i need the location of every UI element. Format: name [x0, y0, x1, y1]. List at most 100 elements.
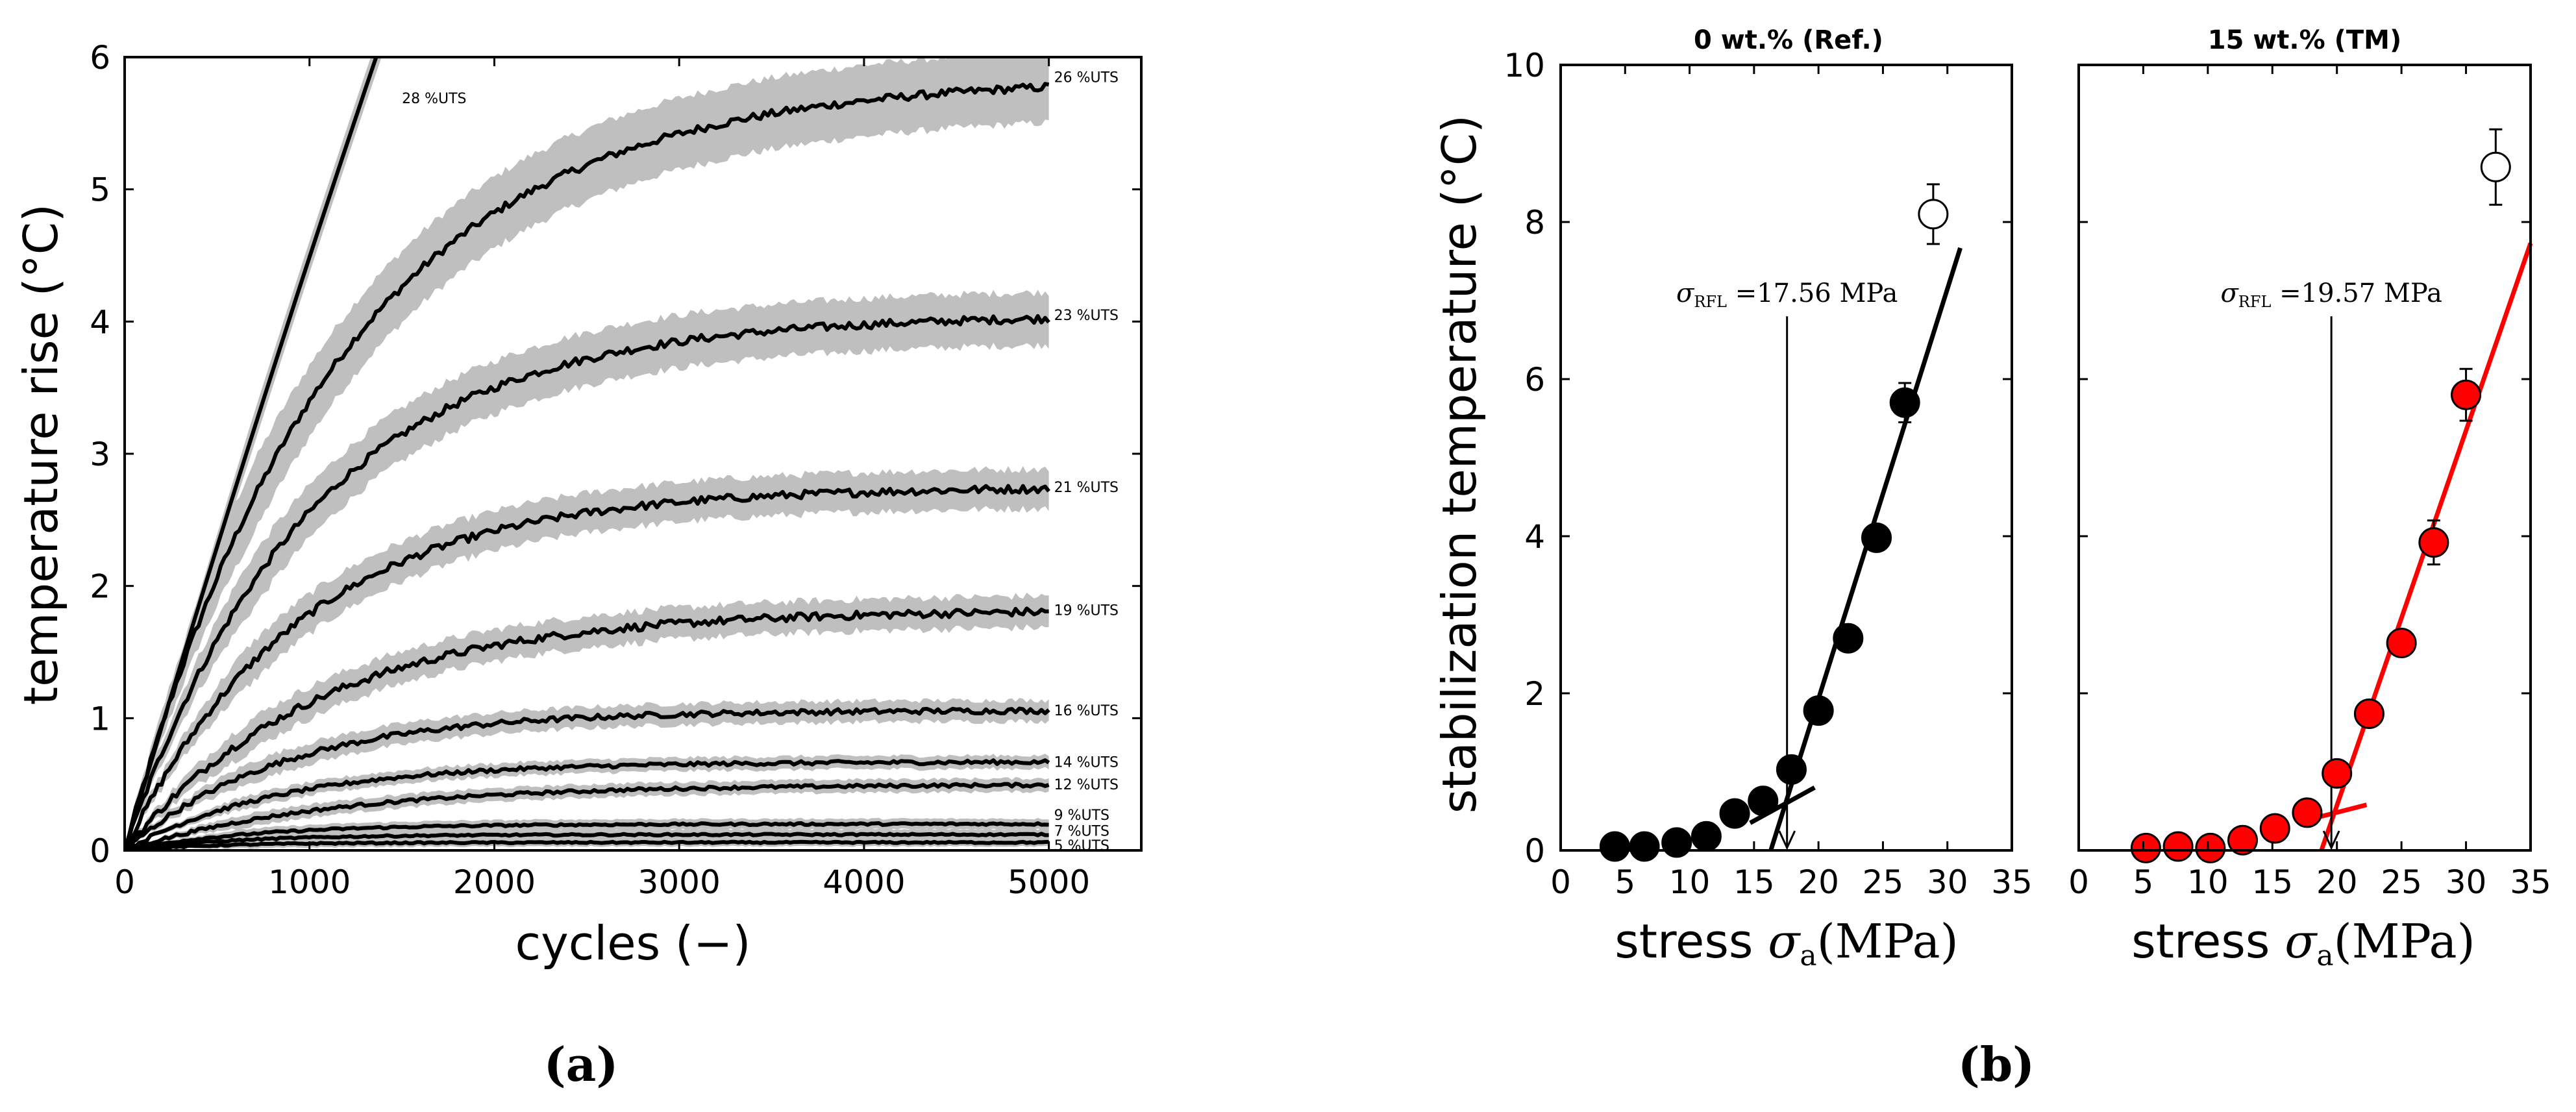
b-left-data-point-5 [1748, 785, 1779, 817]
a-y-axis-label: temperature rise (°C) [14, 204, 68, 705]
b-right-data-point-2 [2195, 832, 2226, 863]
series-label-19-uts: 19 %UTS [1054, 602, 1119, 619]
b-right-annotation: σRFL =19.57 MPa [2220, 278, 2442, 850]
b-right-x-tick-label-35: 35 [2510, 863, 2551, 901]
series-label-7-uts: 7 %UTS [1054, 823, 1109, 839]
series-line-26-uts [125, 82, 1050, 850]
b-right-x-tick-label-15: 15 [2251, 863, 2293, 901]
a-x-tick-label-2000: 2000 [453, 863, 536, 901]
series-label-21-uts: 21 %UTS [1054, 480, 1119, 496]
series-label-26-uts: 26 %UTS [1054, 70, 1119, 86]
b-right-data-point-3 [2227, 824, 2259, 856]
b-left-data-point-8 [1833, 623, 1864, 654]
a-x-tick-label-4000: 4000 [823, 863, 905, 901]
panel-b-left-scatter: 0 wt.% (Ref.) σRFL =17.56 MPa 0 5 10 15 20 25… [1432, 25, 2033, 972]
b-right-data-point-6 [2322, 758, 2353, 789]
a-panel-caption: (a) [544, 1037, 619, 1092]
a-axis-ticks: 0 1000 2000 3000 4000 5000 0 1 2 3 4 5 6 [90, 39, 1141, 901]
b-left-data-point-7 [1803, 695, 1834, 726]
a-y-tick-label-5: 5 [90, 171, 110, 209]
b-left-x-tick-label-25: 25 [1863, 863, 1904, 901]
a-y-tick-label-3: 3 [90, 436, 110, 473]
b-left-axis-ticks: 0 5 10 15 20 25 30 35 0 2 4 6 8 10 [1504, 47, 2032, 901]
b-right-rfl-label: σRFL =19.57 MPa [2220, 278, 2442, 311]
band-14-uts [125, 754, 1049, 850]
a-y-tick-label-0: 0 [90, 832, 110, 870]
series-line-9-uts [125, 821, 1049, 850]
series-line-21-uts [125, 484, 1050, 850]
b-left-x-axis-label: stress σa(MPa) [1615, 914, 1958, 972]
series-label-23-uts: 23 %UTS [1054, 308, 1119, 324]
b-left-data-point-1 [1629, 831, 1660, 862]
series-line-19-uts [125, 606, 1049, 850]
b-left-data-points [1599, 183, 1949, 862]
b-right-x-tick-label-25: 25 [2381, 863, 2422, 901]
b-left-y-tick-label-0: 0 [1524, 832, 1545, 870]
b-right-data-points [2130, 128, 2511, 863]
b-left-data-point-2 [1661, 827, 1692, 858]
a-y-tick-label-6: 6 [90, 39, 110, 77]
series-line-23-uts [125, 314, 1050, 850]
panel-a-line-chart: 0 1000 2000 3000 4000 5000 0 1 2 3 4 5 6 28 %UTS 26 %… [14, 39, 1143, 1092]
b-right-data-point-7 [2353, 698, 2384, 729]
b-left-data-point-3 [1690, 821, 1722, 852]
b-left-x-tick-label-5: 5 [1615, 863, 1635, 901]
b-right-x-tick-label-0: 0 [2068, 863, 2089, 901]
series-label-9-uts: 9 %UTS [1054, 808, 1109, 824]
a-series-labels: 28 %UTS 26 %UTS 23 %UTS 21 %UTS 19 %UTS 16 %U… [402, 70, 1119, 854]
series-label-5-uts: 5 %UTS [1054, 838, 1109, 854]
series-line-28-uts [125, 57, 378, 850]
b-left-data-point-4 [1719, 798, 1750, 829]
a-x-tick-label-1000: 1000 [268, 863, 351, 901]
b-right-rfl-arrow-head [2322, 830, 2340, 850]
b-right-x-axis-label: stress σa(MPa) [2131, 914, 2475, 972]
a-y-tick-label-1: 1 [90, 700, 110, 737]
b-left-y-tick-label-2: 2 [1524, 675, 1545, 713]
b-right-title: 15 wt.% (TM) [2208, 25, 2402, 55]
b-left-high-fit-line [1768, 247, 1963, 852]
series-label-12-uts: 12 %UTS [1054, 777, 1119, 793]
b-left-title: 0 wt.% (Ref.) [1694, 25, 1883, 55]
b-right-x-tick-label-30: 30 [2446, 863, 2487, 901]
b-left-data-point-9 [1861, 522, 1892, 553]
series-line-16-uts [125, 706, 1050, 850]
b-right-data-point-9 [2418, 527, 2449, 558]
b-left-x-tick-label-10: 10 [1669, 863, 1711, 901]
series-label-14-uts: 14 %UTS [1054, 755, 1119, 771]
a-x-tick-label-3000: 3000 [638, 863, 721, 901]
b-right-x-tick-label-5: 5 [2133, 863, 2154, 901]
b-right-data-point-10 [2451, 379, 2482, 410]
series-label-16-uts: 16 %UTS [1054, 703, 1119, 719]
b-right-data-point-4 [2259, 813, 2290, 844]
b-right-outlier-point [2480, 151, 2511, 182]
band-19-uts [125, 593, 1049, 850]
b-left-data-point-0 [1599, 831, 1630, 862]
b-right-data-point-5 [2292, 797, 2323, 828]
series-line-14-uts [125, 758, 1050, 850]
b-right-axis-ticks: 0 5 10 15 20 25 30 35 [2068, 64, 2551, 901]
a-x-tick-label-0: 0 [114, 863, 135, 901]
b-right-data-point-1 [2162, 831, 2194, 862]
b-left-y-tick-label-6: 6 [1524, 361, 1545, 399]
b-left-outlier-point [1918, 199, 1949, 230]
a-y-tick-label-4: 4 [90, 303, 110, 341]
b-right-x-tick-label-20: 20 [2316, 863, 2358, 901]
b-left-y-tick-label-4: 4 [1524, 518, 1545, 556]
a-x-axis-label: cycles (−) [515, 916, 751, 970]
b-left-x-tick-label-0: 0 [1550, 863, 1571, 901]
series-line-5-uts [125, 839, 1049, 850]
band-21-uts [125, 465, 1049, 850]
series-line-12-uts [125, 782, 1050, 850]
b-left-rfl-label: σRFL =17.56 MPa [1676, 278, 1898, 311]
b-left-rfl-arrow-head [1778, 830, 1796, 850]
b-left-x-tick-label-35: 35 [1991, 863, 2033, 901]
series-line-7-uts [125, 832, 1049, 850]
b-left-x-tick-label-30: 30 [1927, 863, 1968, 901]
b-left-data-point-10 [1889, 387, 1920, 418]
b-left-y-axis-label: stabilization temperature (°C) [1432, 115, 1487, 813]
b-left-y-tick-label-8: 8 [1524, 204, 1545, 241]
band-23-uts [125, 290, 1049, 850]
b-left-data-point-6 [1776, 754, 1807, 785]
a-series-lines [125, 57, 1050, 850]
b-right-plot-frame [2077, 64, 2532, 852]
